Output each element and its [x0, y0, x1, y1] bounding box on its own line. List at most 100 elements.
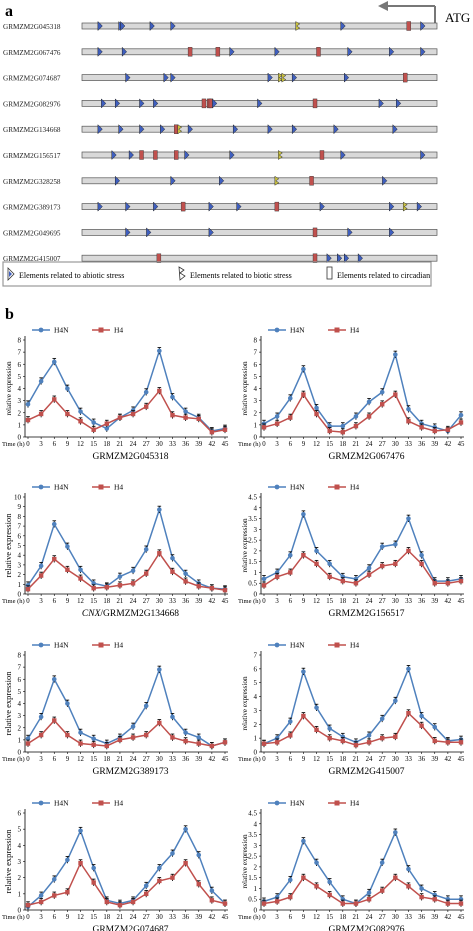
data-point [170, 714, 175, 720]
data-point [432, 428, 437, 434]
x-tick-label: 0 [26, 756, 30, 763]
data-point [445, 740, 451, 745]
x-tick-label: 15 [90, 598, 97, 605]
x-tick-label: 39 [431, 756, 438, 763]
x-tick-label: 33 [405, 441, 412, 448]
data-point [261, 741, 267, 746]
x-tick-label: 42 [208, 598, 215, 605]
data-point [274, 421, 280, 426]
data-point [261, 576, 267, 582]
x-tick-label: 42 [444, 598, 451, 605]
circadian-element-marker [406, 21, 411, 31]
data-point [183, 409, 188, 414]
circadian-element-marker [316, 47, 321, 57]
data-point [143, 389, 149, 395]
abiotic-element-marker [257, 98, 263, 109]
abiotic-element-marker [344, 72, 350, 83]
x-tick-label: 0 [262, 914, 266, 921]
chart-title: CNX/GRMZM2G134668 [82, 609, 179, 619]
y-tick-label: 3.5 [248, 515, 257, 523]
data-point [314, 561, 319, 567]
promoter-bar [81, 151, 438, 159]
legend-item-h4n: H4N [268, 641, 305, 650]
x-tick-label: 6 [53, 914, 57, 921]
promoter-bar [81, 229, 438, 236]
data-point [170, 394, 175, 400]
legend-label: H4N [54, 641, 69, 650]
data-point [130, 568, 136, 574]
data-point [65, 386, 70, 391]
x-tick-label: 15 [326, 756, 333, 763]
y-tick-label: 1 [18, 581, 22, 589]
element-legend-box [2, 261, 432, 287]
abiotic-element-marker [319, 201, 325, 212]
data-point [130, 411, 136, 417]
x-tick-label: 12 [77, 441, 84, 448]
data-point [340, 738, 345, 744]
abiotic-element-icon [7, 267, 15, 281]
abiotic-element-marker [267, 72, 273, 83]
data-point [65, 890, 70, 895]
data-point [117, 902, 123, 908]
data-point [353, 742, 359, 748]
y-tick-label: 2 [254, 863, 258, 871]
data-point [157, 865, 162, 871]
data-point [393, 698, 398, 704]
data-point [419, 723, 424, 728]
chart-legend: H4N H4 [268, 326, 359, 335]
abiotic-element-marker [229, 46, 235, 57]
y-tick-label: 5 [18, 826, 22, 834]
gene-name-label: GRMZM2G074687 [3, 75, 61, 83]
x-tick-label: 12 [313, 914, 320, 921]
abiotic-element-marker [291, 124, 298, 135]
y-tick-label: 3 [254, 397, 258, 405]
circadian-element-marker [201, 98, 207, 109]
abiotic-element-marker [347, 46, 353, 57]
data-point [445, 427, 451, 432]
y-tick-label: 3 [18, 858, 22, 866]
data-point [143, 883, 149, 889]
x-tick-label: 27 [379, 914, 386, 921]
data-point [393, 875, 398, 880]
circadian-element-marker [312, 98, 318, 109]
x-tick-label: 39 [431, 598, 438, 605]
x-tick-label: 36 [418, 598, 425, 605]
y-tick-label: 0 [254, 749, 258, 757]
y-tick-label: 6 [18, 810, 22, 818]
data-point [130, 735, 136, 740]
y-tick-label: 0 [18, 591, 22, 599]
series-line [27, 507, 226, 590]
data-point [366, 414, 372, 419]
x-tick-label: 18 [339, 914, 346, 921]
series-h4 [25, 859, 228, 909]
abiotic-element-marker [97, 46, 103, 57]
data-point [432, 724, 438, 730]
x-tick-label: 12 [313, 756, 320, 763]
data-point [25, 401, 31, 407]
x-tick-label: 24 [130, 756, 137, 763]
biotic-element-marker [295, 21, 301, 31]
chart-legend: H4N H4 [32, 641, 123, 650]
gene-name-label: GRMZM2G082976 [3, 100, 61, 108]
y-tick-label: 3 [18, 712, 22, 720]
abiotic-element-marker [139, 124, 145, 135]
abiotic-element-marker [101, 98, 107, 109]
gene-name-label: GRMZM2G156517 [3, 152, 61, 160]
x-tick-label: 42 [208, 914, 215, 921]
abiotic-element-marker [149, 20, 155, 32]
x-tick-label: 12 [313, 441, 320, 448]
y-tick-label: 7 [18, 523, 22, 531]
data-point [78, 576, 83, 581]
data-point [366, 565, 372, 571]
series-h4n [25, 505, 228, 593]
y-tick-label: 0.5 [248, 580, 257, 588]
abiotic-element-marker [340, 149, 346, 161]
data-point [51, 521, 57, 527]
data-point [353, 901, 359, 906]
legend-circadian-label: Elements related to circadian [337, 271, 430, 280]
y-tick-label: 2.5 [248, 537, 257, 545]
